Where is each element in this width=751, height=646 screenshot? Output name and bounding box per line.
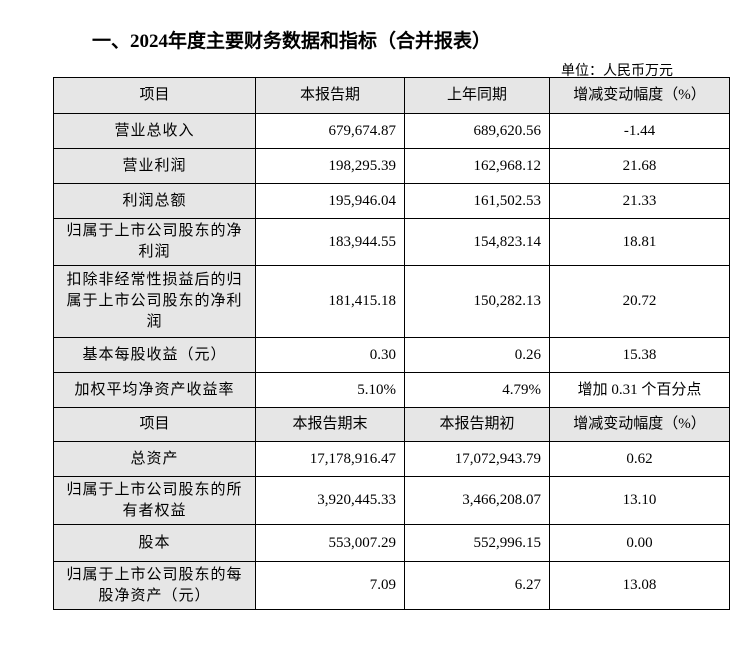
table-row: 利润总额 195,946.04 161,502.53 21.33 <box>53 183 730 219</box>
change-value: -1.44 <box>549 113 730 149</box>
change-value: 13.08 <box>549 561 730 610</box>
prior-value: 162,968.12 <box>404 148 550 184</box>
row-label: 营业利润 <box>53 148 256 184</box>
header-cell: 本报告期 <box>255 77 405 114</box>
header-cell: 增减变动幅度（%） <box>549 407 730 442</box>
prior-value: 689,620.56 <box>404 113 550 149</box>
prior-value: 17,072,943.79 <box>404 441 550 477</box>
current-value: 679,674.87 <box>255 113 405 149</box>
current-value: 0.30 <box>255 337 405 373</box>
current-value: 553,007.29 <box>255 524 405 562</box>
current-value: 181,415.18 <box>255 265 405 338</box>
row-label: 股本 <box>53 524 256 562</box>
row-label: 利润总额 <box>53 183 256 219</box>
change-value: 21.68 <box>549 148 730 184</box>
current-value: 198,295.39 <box>255 148 405 184</box>
header-cell: 项目 <box>53 77 256 114</box>
header-cell: 本报告期初 <box>404 407 550 442</box>
change-value: 0.00 <box>549 524 730 562</box>
header-cell: 增减变动幅度（%） <box>549 77 730 114</box>
prior-value: 161,502.53 <box>404 183 550 219</box>
row-label: 加权平均净资产收益率 <box>53 372 256 408</box>
row-label: 扣除非经常性损益后的归属于上市公司股东的净利润 <box>53 265 256 338</box>
header-cell: 项目 <box>53 407 256 442</box>
table-row: 归属于上市公司股东的净利润 183,944.55 154,823.14 18.8… <box>53 218 730 266</box>
prior-value: 154,823.14 <box>404 218 550 266</box>
table-header: 项目 本报告期末 本报告期初 增减变动幅度（%） <box>53 407 730 442</box>
section-title: 一、2024年度主要财务数据和指标（合并报表） <box>92 31 492 52</box>
row-label: 归属于上市公司股东的每股净资产（元） <box>53 561 256 610</box>
row-label: 归属于上市公司股东的所有者权益 <box>53 476 256 525</box>
prior-value: 6.27 <box>404 561 550 610</box>
current-value: 5.10% <box>255 372 405 408</box>
prior-value: 0.26 <box>404 337 550 373</box>
current-value: 7.09 <box>255 561 405 610</box>
current-value: 195,946.04 <box>255 183 405 219</box>
table-row: 归属于上市公司股东的每股净资产（元） 7.09 6.27 13.08 <box>53 561 730 610</box>
change-value: 0.62 <box>549 441 730 477</box>
current-value: 17,178,916.47 <box>255 441 405 477</box>
header-cell: 本报告期末 <box>255 407 405 442</box>
prior-value: 4.79% <box>404 372 550 408</box>
current-value: 3,920,445.33 <box>255 476 405 525</box>
table-row: 营业总收入 679,674.87 689,620.56 -1.44 <box>53 113 730 149</box>
row-label: 营业总收入 <box>53 113 256 149</box>
unit-label: 单位：人民币万元 <box>561 64 673 79</box>
table-row: 营业利润 198,295.39 162,968.12 21.68 <box>53 148 730 184</box>
prior-value: 3,466,208.07 <box>404 476 550 525</box>
row-label: 归属于上市公司股东的净利润 <box>53 218 256 266</box>
table-row: 归属于上市公司股东的所有者权益 3,920,445.33 3,466,208.0… <box>53 476 730 525</box>
row-label: 基本每股收益（元） <box>53 337 256 373</box>
table-header: 项目 本报告期 上年同期 增减变动幅度（%） <box>53 77 730 114</box>
prior-value: 150,282.13 <box>404 265 550 338</box>
table-row: 基本每股收益（元） 0.30 0.26 15.38 <box>53 337 730 373</box>
financial-table: 项目 本报告期 上年同期 增减变动幅度（%） 营业总收入 679,674.87 … <box>53 77 730 610</box>
current-value: 183,944.55 <box>255 218 405 266</box>
change-value: 21.33 <box>549 183 730 219</box>
row-label: 总资产 <box>53 441 256 477</box>
change-value: 18.81 <box>549 218 730 266</box>
change-value: 13.10 <box>549 476 730 525</box>
table-row: 总资产 17,178,916.47 17,072,943.79 0.62 <box>53 441 730 477</box>
change-value: 15.38 <box>549 337 730 373</box>
table-row: 扣除非经常性损益后的归属于上市公司股东的净利润 181,415.18 150,2… <box>53 265 730 338</box>
table-row: 股本 553,007.29 552,996.15 0.00 <box>53 524 730 562</box>
change-value: 增加 0.31 个百分点 <box>549 372 730 408</box>
prior-value: 552,996.15 <box>404 524 550 562</box>
table-row: 加权平均净资产收益率 5.10% 4.79% 增加 0.31 个百分点 <box>53 372 730 408</box>
header-cell: 上年同期 <box>404 77 550 114</box>
change-value: 20.72 <box>549 265 730 338</box>
